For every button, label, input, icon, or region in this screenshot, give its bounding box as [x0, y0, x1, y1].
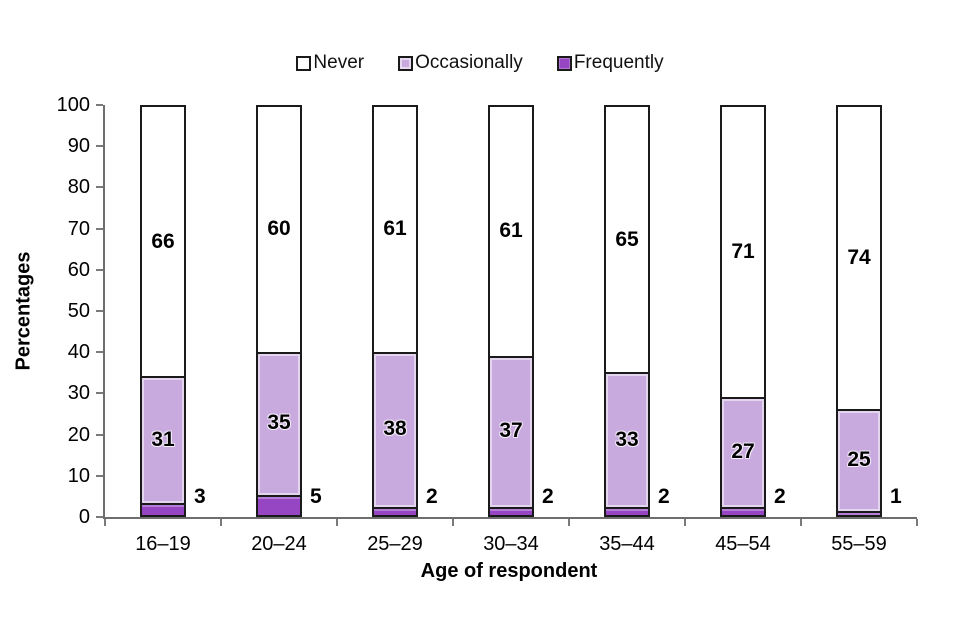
value-label-never: 61: [499, 219, 523, 243]
value-label-occasionally: 25: [847, 447, 871, 471]
x-axis-tick: [568, 519, 570, 526]
y-tick-label: 90: [67, 135, 90, 158]
value-label-never: 65: [615, 227, 639, 251]
value-label-frequently: 2: [426, 485, 438, 508]
legend-swatch-occasionally-icon: [398, 55, 414, 71]
y-axis-tick: [96, 474, 103, 477]
y-axis-tick: [96, 268, 103, 271]
segment-frequently: [374, 506, 416, 515]
x-axis-tick: [452, 519, 454, 526]
value-label-frequently: 5: [310, 485, 322, 508]
x-category-label: 45–54: [715, 533, 771, 555]
value-label-frequently: 2: [658, 485, 670, 508]
segment-occasionally: [606, 372, 648, 507]
value-label-occasionally: 38: [383, 417, 407, 441]
bar-30–34: 61 37: [488, 105, 534, 517]
x-category-label: 55–59: [831, 533, 887, 555]
y-axis-tick: [96, 145, 103, 148]
y-tick-label: 30: [67, 382, 90, 405]
value-label-frequently: 3: [194, 485, 206, 508]
value-label-occasionally: 35: [267, 411, 291, 435]
legend-item-occasionally: Occasionally: [398, 52, 523, 74]
value-label-frequently: 2: [542, 485, 554, 508]
y-axis-title: Percentages: [12, 251, 35, 371]
bar-16–19: 66 31: [140, 105, 186, 517]
y-tick-label: 50: [67, 300, 90, 322]
value-label-never: 60: [267, 217, 291, 241]
bar-55–59: 74 25: [836, 105, 882, 517]
legend-label: Occasionally: [415, 52, 523, 73]
y-axis-tick: [96, 186, 103, 189]
segment-occasionally: [838, 408, 880, 511]
y-axis-tick: [96, 310, 103, 312]
legend-label: Never: [313, 52, 365, 73]
legend-swatch-frequently-icon: [556, 55, 572, 71]
value-label-never: 71: [731, 239, 755, 263]
bar-45–54: 71 27: [720, 105, 766, 517]
segment-occasionally: [374, 351, 416, 507]
segment-frequently: [722, 506, 764, 515]
value-label-frequently: 1: [890, 485, 902, 508]
bar-35–44: 65 33: [604, 105, 650, 517]
x-category-label: 35–44: [599, 533, 655, 555]
segment-frequently: [490, 506, 532, 515]
segment-occasionally: [490, 355, 532, 507]
value-label-never: 74: [847, 245, 871, 269]
y-axis-tick: [96, 516, 103, 518]
value-label-occasionally: 31: [151, 427, 175, 451]
y-tick-label: 80: [67, 176, 90, 199]
y-tick-label: 10: [67, 464, 90, 487]
bar-20–24: 60 35: [256, 105, 302, 517]
segment-frequently: [142, 502, 184, 515]
x-category-label: 30–34: [483, 533, 539, 555]
segment-frequently: [606, 506, 648, 515]
y-axis-tick: [96, 392, 103, 395]
x-category-label: 16–19: [135, 533, 191, 555]
y-tick-label: 100: [56, 94, 90, 116]
segment-occasionally: [258, 351, 300, 495]
x-category-label: 25–29: [367, 533, 423, 555]
legend-swatch-never-icon: [296, 55, 312, 71]
value-label-never: 66: [151, 229, 175, 253]
segment-occasionally: [142, 376, 184, 503]
x-axis-tick: [220, 519, 222, 526]
segment-occasionally: [722, 396, 764, 507]
x-axis-tick: [336, 519, 338, 526]
y-axis-tick: [96, 227, 103, 230]
value-label-occasionally: 37: [499, 419, 523, 443]
legend-label: Frequently: [573, 52, 664, 73]
plot-area: 0 10 20 30 40 50 60 70 80 90 100 16–19 66 31 3 20–24 60 3…: [57, 94, 918, 555]
value-label-occasionally: 27: [731, 439, 755, 463]
y-axis-tick: [96, 433, 103, 436]
legend-item-frequently: Frequently: [556, 52, 664, 74]
y-axis-tick: [96, 351, 103, 354]
segment-frequently: [258, 494, 300, 515]
x-axis-tick: [800, 519, 802, 526]
bar-25–29: 61 38: [372, 105, 418, 517]
x-axis-title: Age of respondent: [420, 560, 598, 582]
value-label-occasionally: 33: [615, 427, 639, 451]
y-tick-label: 40: [67, 341, 90, 364]
segment-frequently: [838, 510, 880, 515]
value-label-frequently: 2: [774, 485, 786, 508]
y-tick-label: 70: [67, 217, 90, 240]
y-tick-label: 20: [67, 423, 90, 446]
x-axis-tick: [684, 519, 686, 526]
x-category-label: 20–24: [251, 533, 307, 555]
legend: Never Occasionally Frequently: [0, 52, 960, 74]
x-axis-tick: [104, 519, 106, 526]
x-axis-tick: [916, 519, 918, 526]
y-tick-label: 60: [67, 258, 90, 281]
value-label-never: 61: [383, 217, 407, 241]
y-tick-label: 0: [78, 506, 90, 528]
legend-item-never: Never: [296, 52, 364, 74]
y-axis-tick: [96, 104, 103, 106]
